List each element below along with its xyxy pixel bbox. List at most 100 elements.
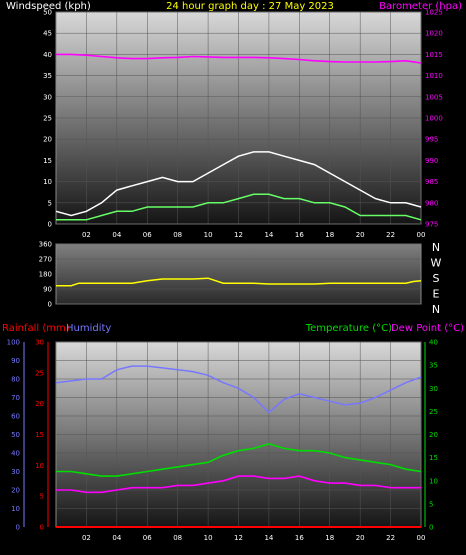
- temp-time-axis: 02 04 06 08 10 12 14 16 18 20 22 00: [82, 534, 426, 542]
- direction-series: [56, 277, 422, 287]
- direction-tick-label: 270: [39, 256, 52, 264]
- windspeed-tick-label: 25: [43, 115, 52, 123]
- direction-line: [56, 277, 422, 287]
- barometer-tick-label: 1010: [425, 72, 443, 80]
- wind-series: [55, 53, 422, 221]
- temperature-line: [56, 442, 422, 477]
- direction-tick-label: 90: [43, 286, 52, 294]
- rainfall-tick-label: 5: [40, 493, 44, 501]
- compass-label: W: [431, 257, 442, 270]
- wind-time-tick-label: 10: [204, 231, 213, 239]
- temp-time-tick-label: 06: [143, 534, 152, 542]
- temp-time-tick-label: 02: [82, 534, 91, 542]
- temp-time-tick-label: 00: [417, 534, 426, 542]
- direction-tick-label: 180: [39, 271, 52, 279]
- barometer-label: Barometer (hpa): [379, 1, 462, 12]
- humidity-line: [55, 365, 422, 414]
- gust-line: [55, 151, 422, 217]
- windspeed-tick-label: 50: [43, 9, 52, 17]
- dewpoint-label: Dew Point (°C): [391, 323, 464, 334]
- wind-grid: [56, 11, 422, 225]
- barometer-tick-label: 990: [425, 157, 438, 165]
- temperature-tick-label: 35: [429, 362, 438, 370]
- barometer-tick-label: 1025: [425, 9, 443, 17]
- rainfall-label: Rainfall (mm): [2, 323, 70, 334]
- barometer-tick-label: 980: [425, 199, 438, 207]
- humidity-tick-label: 10: [11, 505, 20, 513]
- temperature-axis: 0 5 10 15 20 25 30 35 40: [424, 339, 438, 532]
- rainfall-tick-label: 20: [35, 400, 44, 408]
- humidity-tick-label: 80: [11, 376, 20, 384]
- windspeed-tick-label: 35: [43, 72, 52, 80]
- wind-time-axis: 02 04 06 08 10 12 14 16 18 20 22 00: [82, 231, 426, 239]
- windspeed-tick-label: 20: [43, 136, 52, 144]
- temp-time-tick-label: 16: [295, 534, 304, 542]
- barometer-tick-label: 1020: [425, 30, 443, 38]
- barometer-axis: 975 980 985 990 995 1000 1005 1010 1015 1020 1025: [425, 9, 443, 229]
- humidity-tick-label: 40: [11, 450, 20, 458]
- humidity-tick-label: 100: [7, 339, 20, 347]
- wind-time-tick-label: 08: [173, 231, 182, 239]
- temperature-tick-label: 40: [429, 339, 438, 347]
- compass-label: E: [433, 288, 440, 301]
- windspeed-tick-label: 10: [43, 178, 52, 186]
- barometer-line: [56, 53, 422, 64]
- windspeed-tick-label: 40: [43, 51, 52, 59]
- avg-wind-line: [56, 193, 422, 221]
- rainfall-axis: 0 5 10 15 20 25 30: [35, 339, 49, 532]
- temp-time-tick-label: 14: [264, 534, 273, 542]
- windspeed-tick-label: 0: [48, 221, 52, 229]
- compass-label: N: [432, 303, 440, 316]
- humidity-tick-label: 70: [11, 394, 20, 402]
- wind-time-tick-label: 18: [325, 231, 334, 239]
- temperature-label: Temperature (°C): [305, 323, 392, 334]
- wind-time-tick-label: 22: [386, 231, 395, 239]
- direction-axis: 0 90 180 270 360: [39, 241, 52, 309]
- dewpoint-line: [56, 475, 421, 494]
- humidity-tick-label: 90: [11, 357, 20, 365]
- windspeed-tick-label: 5: [48, 199, 52, 207]
- temp-time-tick-label: 18: [325, 534, 334, 542]
- barometer-tick-label: 1005: [425, 93, 443, 101]
- temp-series: [55, 365, 422, 528]
- barometer-tick-label: 975: [425, 221, 438, 229]
- wind-time-tick-label: 04: [112, 231, 121, 239]
- wind-time-tick-label: 14: [264, 231, 273, 239]
- windspeed-tick-label: 30: [43, 93, 52, 101]
- rainfall-tick-label: 30: [35, 339, 44, 347]
- direction-tick-label: 0: [48, 301, 52, 309]
- temp-panel: 0 10 20 30 40 50 60 70 80 90 100 0 5 10 15 20 25 30 0 5 10…: [7, 339, 438, 543]
- direction-grid: [56, 243, 421, 305]
- windspeed-tick-label: 45: [43, 30, 52, 38]
- wind-time-tick-label: 12: [234, 231, 243, 239]
- temperature-tick-label: 30: [429, 385, 438, 393]
- temp-time-tick-label: 04: [112, 534, 121, 542]
- humidity-tick-label: 60: [11, 413, 20, 421]
- wind-time-tick-label: 06: [143, 231, 152, 239]
- windspeed-axis: 0 5 10 15 20 25 30 35 40 45 50: [43, 9, 52, 229]
- compass-label: N: [432, 241, 440, 254]
- temperature-tick-label: 20: [429, 431, 438, 439]
- humidity-tick-label: 0: [16, 524, 20, 532]
- wind-time-tick-label: 20: [356, 231, 365, 239]
- wind-time-tick-label: 16: [295, 231, 304, 239]
- compass-label: S: [433, 272, 440, 285]
- temperature-tick-label: 5: [429, 500, 433, 508]
- direction-tick-label: 360: [39, 241, 52, 249]
- temperature-tick-label: 10: [429, 477, 438, 485]
- temp-time-tick-label: 12: [234, 534, 243, 542]
- rainfall-tick-label: 25: [35, 369, 44, 377]
- windspeed-tick-label: 15: [43, 157, 52, 165]
- graph-title: 24 hour graph day : 27 May 2023: [166, 1, 334, 12]
- humidity-label: Humidity: [66, 323, 111, 334]
- temperature-tick-label: 15: [429, 454, 438, 462]
- rainfall-tick-label: 0: [40, 524, 44, 532]
- wind-time-tick-label: 00: [417, 231, 426, 239]
- temp-time-tick-label: 20: [356, 534, 365, 542]
- humidity-axis: 0 10 20 30 40 50 60 70 80 90 100: [7, 339, 25, 532]
- wind-time-tick-label: 02: [82, 231, 91, 239]
- barometer-tick-label: 1000: [425, 115, 443, 123]
